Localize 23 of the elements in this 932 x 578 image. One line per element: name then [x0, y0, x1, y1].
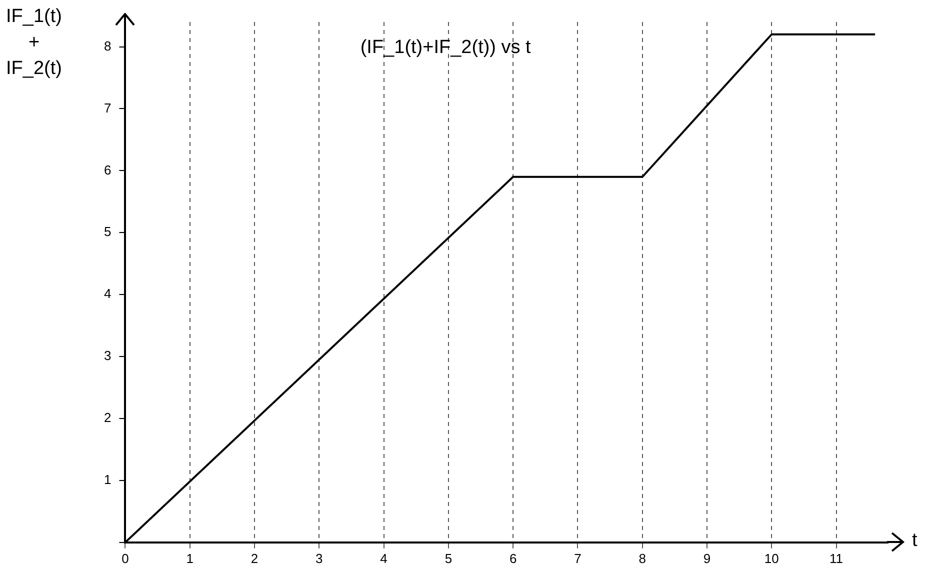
y-tick-label: 4 — [104, 286, 112, 302]
y-tick-label: 5 — [104, 224, 112, 240]
x-tick-label: 3 — [316, 550, 323, 566]
x-tick-label: 0 — [122, 550, 129, 566]
y-tick-label: 1 — [104, 472, 112, 488]
x-tick-label: 7 — [574, 550, 582, 566]
x-tick-label: 8 — [638, 550, 646, 566]
y-tick-label: 6 — [104, 162, 112, 178]
y-tick-label: 8 — [104, 38, 112, 54]
y-tick-label: 2 — [104, 410, 112, 426]
x-tick-label: 4 — [380, 550, 388, 566]
x-tick-label: 10 — [764, 550, 779, 566]
x-axis-title: t — [912, 530, 918, 552]
x-tick-label: 6 — [509, 550, 517, 566]
x-tick-label: 1 — [186, 550, 194, 566]
y-tick-label: 3 — [104, 348, 112, 364]
y-axis-title: IF_1(t) + IF_2(t) — [5, 5, 63, 81]
x-tick-label: 9 — [703, 550, 711, 566]
x-tick-label: 2 — [250, 550, 258, 566]
x-tick-label: 11 — [830, 550, 844, 566]
text: (IF_1(t)+IF_2(t)) vs t — [360, 37, 532, 58]
x-tick-label: 5 — [444, 550, 452, 566]
y-tick-label: 7 — [104, 100, 112, 116]
